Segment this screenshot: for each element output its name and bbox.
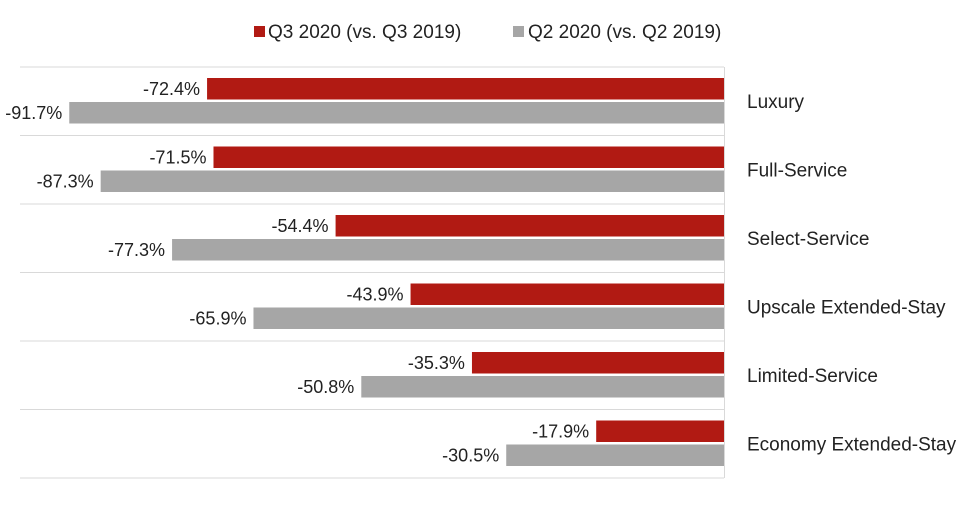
data-label-select-service-series-1: -54.4%	[272, 216, 329, 236]
bar-economy-extended-stay-series-1	[596, 420, 724, 442]
data-label-limited-service-series-1: -35.3%	[408, 353, 465, 373]
data-label-luxury-series-1: -72.4%	[143, 79, 200, 99]
data-label-full-service-series-2: -87.3%	[37, 171, 94, 191]
data-label-full-service-series-1: -71.5%	[149, 147, 206, 167]
legend-label-2: Q2 2020 (vs. Q2 2019)	[528, 22, 721, 43]
category-label-limited-service: Limited-Service	[747, 366, 878, 387]
category-label-upscale-extended-stay: Upscale Extended-Stay	[747, 298, 946, 319]
legend-swatch-2	[513, 26, 524, 37]
legend: Q3 2020 (vs. Q3 2019) Q2 2020 (vs. Q2 201…	[254, 22, 721, 43]
gridlines	[20, 66, 725, 479]
bar-limited-service-series-2	[361, 376, 724, 398]
bar-upscale-extended-stay-series-2	[253, 307, 724, 329]
data-labels: -72.4% -91.7% -71.5% -87.3% -54.4% -77.3% -43.…	[5, 79, 589, 466]
category-label-select-service: Select-Service	[747, 229, 870, 250]
bar-luxury-series-1	[207, 78, 725, 100]
bar-limited-service-series-1	[471, 352, 724, 374]
category-axis: Luxury Full-Service Select-Service Upscale …	[747, 92, 957, 456]
data-label-economy-extended-stay-series-1: -17.9%	[532, 421, 589, 441]
data-label-luxury-series-2: -91.7%	[5, 103, 62, 123]
legend-swatch-1	[254, 26, 265, 37]
data-label-select-service-series-2: -77.3%	[108, 240, 165, 260]
data-label-limited-service-series-2: -50.8%	[297, 377, 354, 397]
legend-label-1: Q3 2020 (vs. Q3 2019)	[268, 22, 461, 43]
bar-economy-extended-stay-series-2	[506, 444, 724, 466]
bar-select-service-series-2	[172, 239, 724, 261]
data-label-economy-extended-stay-series-2: -30.5%	[442, 445, 499, 465]
data-label-upscale-extended-stay-series-2: -65.9%	[189, 308, 246, 328]
bar-luxury-series-2	[69, 102, 724, 124]
category-label-economy-extended-stay: Economy Extended-Stay	[747, 435, 957, 456]
data-label-upscale-extended-stay-series-1: -43.9%	[347, 284, 404, 304]
bar-upscale-extended-stay-series-1	[410, 283, 724, 305]
category-label-luxury: Luxury	[747, 92, 805, 113]
category-label-full-service: Full-Service	[747, 161, 847, 182]
bars	[69, 78, 725, 466]
bar-full-service-series-2	[100, 170, 725, 192]
bar-select-service-series-1	[335, 215, 724, 237]
bar-full-service-series-1	[213, 146, 725, 168]
